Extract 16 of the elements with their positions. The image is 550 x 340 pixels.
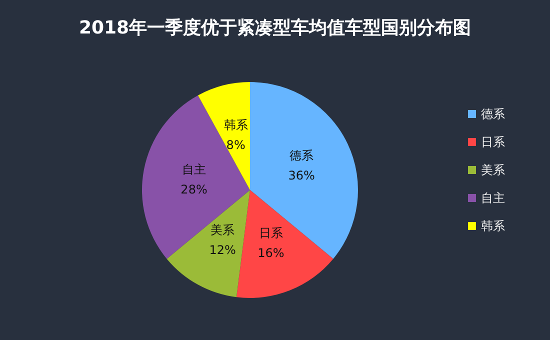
slice-label: 韩系 <box>224 118 248 132</box>
slice-label: 美系 <box>210 222 235 237</box>
legend-label: 美系 <box>481 163 505 177</box>
data-label: 16% <box>258 246 284 260</box>
data-label: 28% <box>180 182 208 196</box>
slice-label: 德系 <box>290 148 314 163</box>
slice-label: 日系 <box>258 226 283 240</box>
legend-label: 日系 <box>481 135 505 149</box>
data-label: 8% <box>226 138 246 152</box>
legend-label: 韩系 <box>481 219 505 233</box>
data-label: 36% <box>288 168 315 183</box>
legend-label: 自主 <box>481 191 505 205</box>
legend-label: 德系 <box>481 107 505 121</box>
slice-label: 自主 <box>182 162 206 176</box>
chart-title: 2018年一季度优于紧凑型车均值车型国别分布图 <box>78 18 472 38</box>
data-label: 12% <box>209 242 236 257</box>
